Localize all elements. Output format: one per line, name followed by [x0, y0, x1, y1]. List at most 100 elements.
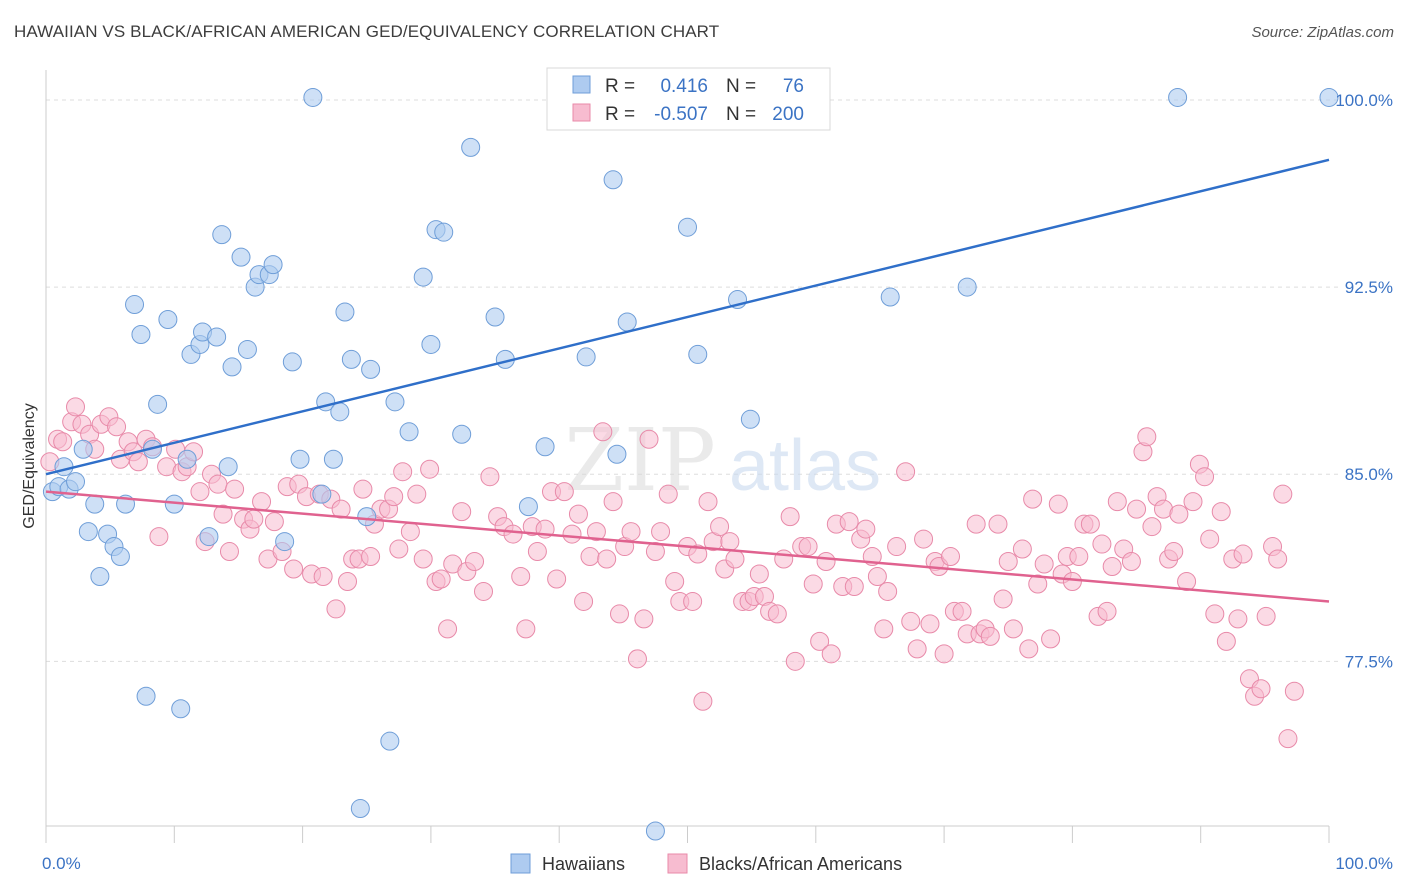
- point-black-80: [547, 569, 567, 589]
- watermark-atlas: atlas: [729, 426, 881, 506]
- point-hawaiian-29: [222, 357, 242, 377]
- legend-swatch-black: [572, 103, 591, 122]
- legend-n-label-black: N =: [726, 104, 756, 125]
- point-hawaiian-27: [212, 225, 232, 245]
- point-hawaiian-55: [434, 222, 454, 242]
- point-black-2: [53, 432, 73, 452]
- point-black-134: [867, 566, 887, 586]
- point-black-158: [1012, 539, 1032, 559]
- point-black-81: [554, 482, 574, 502]
- point-hawaiian-25: [199, 527, 219, 547]
- point-black-45: [326, 599, 346, 619]
- point-black-180: [1137, 427, 1157, 447]
- point-black-87: [593, 422, 613, 442]
- point-black-140: [907, 639, 927, 659]
- point-black-132: [856, 519, 876, 539]
- point-hawaiian-17: [148, 394, 168, 414]
- legend-r-label-black: R =: [605, 104, 635, 125]
- point-black-156: [998, 552, 1018, 572]
- point-hawaiian-11: [110, 547, 130, 567]
- point-black-193: [1211, 502, 1231, 522]
- point-black-57: [393, 462, 413, 482]
- point-black-90: [610, 604, 630, 624]
- point-black-197: [1233, 544, 1253, 564]
- watermark: ZIP atlas: [564, 411, 881, 511]
- point-hawaiian-69: [688, 344, 708, 364]
- point-hawaiian-35: [263, 255, 283, 275]
- trend-line-black: [45, 490, 1330, 603]
- point-black-86: [586, 522, 606, 542]
- point-black-55: [384, 487, 404, 507]
- point-black-162: [1034, 554, 1054, 574]
- legend-n-label-hawaiians: N =: [726, 76, 756, 97]
- point-black-114: [749, 564, 769, 584]
- point-black-56: [389, 539, 409, 559]
- point-hawaiian-37: [282, 352, 302, 372]
- point-black-130: [844, 576, 864, 596]
- source-note: Source: ZipAtlas.com: [1251, 24, 1394, 41]
- point-hawaiian-15: [136, 686, 156, 706]
- point-black-125: [816, 552, 836, 572]
- correlation-legend: R = 0.416 N = 76 R = -0.507 N = 200: [546, 67, 831, 131]
- point-black-206: [1284, 681, 1304, 701]
- point-hawaiian-66: [645, 821, 665, 841]
- point-black-201: [1256, 606, 1276, 626]
- point-black-157: [1003, 619, 1023, 639]
- point-hawaiian-75: [1319, 87, 1339, 107]
- point-black-63: [431, 569, 451, 589]
- point-black-66: [452, 502, 472, 522]
- point-black-104: [693, 691, 713, 711]
- legend-r-label-hawaiians: R =: [605, 76, 635, 97]
- point-hawaiian-7: [85, 494, 105, 514]
- point-black-203: [1268, 549, 1288, 569]
- point-black-26: [208, 474, 228, 494]
- point-black-75: [516, 619, 536, 639]
- grid-lines: [46, 99, 1339, 662]
- point-black-159: [1019, 639, 1039, 659]
- point-hawaiian-63: [603, 170, 623, 190]
- point-hawaiian-71: [740, 409, 760, 429]
- point-black-155: [993, 589, 1013, 609]
- point-black-35: [264, 512, 284, 532]
- point-black-73: [503, 524, 523, 544]
- point-hawaiian-56: [452, 424, 472, 444]
- point-black-94: [634, 609, 654, 629]
- point-black-33: [252, 492, 272, 512]
- point-black-77: [527, 542, 547, 562]
- point-hawaiian-14: [131, 324, 151, 344]
- point-hawaiian-28: [218, 457, 238, 477]
- point-black-154: [988, 514, 1008, 534]
- point-black-117: [767, 604, 787, 624]
- point-black-196: [1228, 609, 1248, 629]
- point-black-191: [1200, 529, 1220, 549]
- point-black-85: [580, 547, 600, 567]
- point-hawaiian-20: [171, 699, 191, 719]
- point-hawaiian-42: [323, 449, 343, 469]
- point-black-200: [1251, 679, 1271, 699]
- point-hawaiian-13: [125, 295, 145, 315]
- point-black-68: [465, 552, 485, 572]
- point-hawaiian-39: [303, 87, 323, 107]
- y-tick-label-1: 85.0%: [1345, 465, 1393, 484]
- point-hawaiian-48: [361, 359, 381, 379]
- point-hawaiian-6: [78, 522, 98, 542]
- point-black-109: [720, 532, 740, 552]
- watermark-zip: ZIP: [564, 411, 716, 511]
- point-black-205: [1278, 729, 1298, 749]
- point-black-17: [149, 527, 169, 547]
- series-hawaiians: [42, 87, 1339, 841]
- point-black-89: [603, 492, 623, 512]
- point-black-138: [896, 462, 916, 482]
- point-black-61: [420, 459, 440, 479]
- point-black-83: [568, 504, 588, 524]
- bottom-legend-label-black: Blacks/African Americans: [699, 854, 902, 874]
- point-black-124: [810, 631, 830, 651]
- point-black-186: [1169, 504, 1189, 524]
- point-hawaiian-36: [275, 532, 295, 552]
- point-black-122: [798, 537, 818, 557]
- point-black-14: [128, 452, 148, 472]
- point-hawaiian-5: [73, 439, 93, 459]
- point-black-150: [966, 514, 986, 534]
- point-black-119: [780, 507, 800, 527]
